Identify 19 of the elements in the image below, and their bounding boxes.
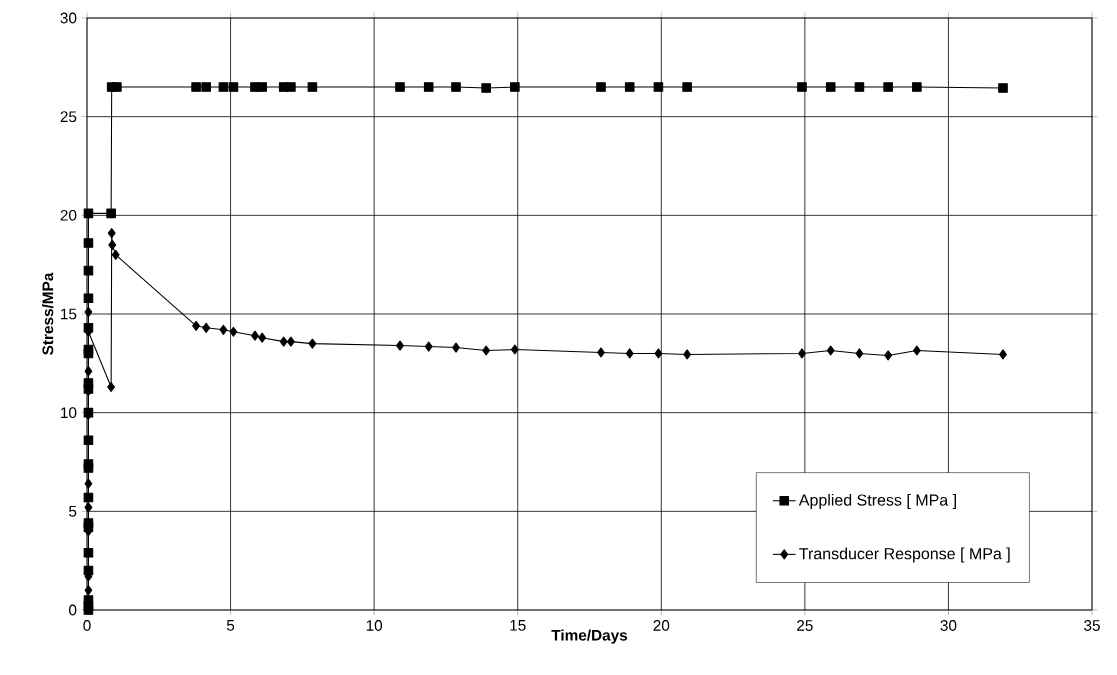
legend-label: Transducer Response [ MPa ] <box>799 547 1010 563</box>
x-tick-label: 25 <box>797 620 813 631</box>
y-tick-label: 5 <box>69 505 77 517</box>
y-axis-title: Stress/MPa <box>42 272 54 355</box>
x-axis-title: Time/Days <box>551 629 628 644</box>
x-tick-label: 30 <box>940 620 957 631</box>
y-tick-label: 30 <box>60 12 77 24</box>
y-tick-label: 0 <box>69 604 77 616</box>
y-tick-label: 10 <box>61 407 77 419</box>
x-tick-label: 15 <box>510 620 526 631</box>
y-tick-label: 25 <box>60 111 77 123</box>
x-tick-label: 20 <box>653 620 670 631</box>
x-tick-label: 5 <box>226 620 235 631</box>
x-tick-label: 0 <box>83 620 91 631</box>
legend-label: Applied Stress [ MPa ] <box>798 493 956 509</box>
x-tick-label: 35 <box>1084 620 1100 631</box>
y-tick-label: 20 <box>60 209 77 221</box>
x-tick-label: 10 <box>366 620 383 631</box>
y-tick-label: 15 <box>61 308 77 320</box>
